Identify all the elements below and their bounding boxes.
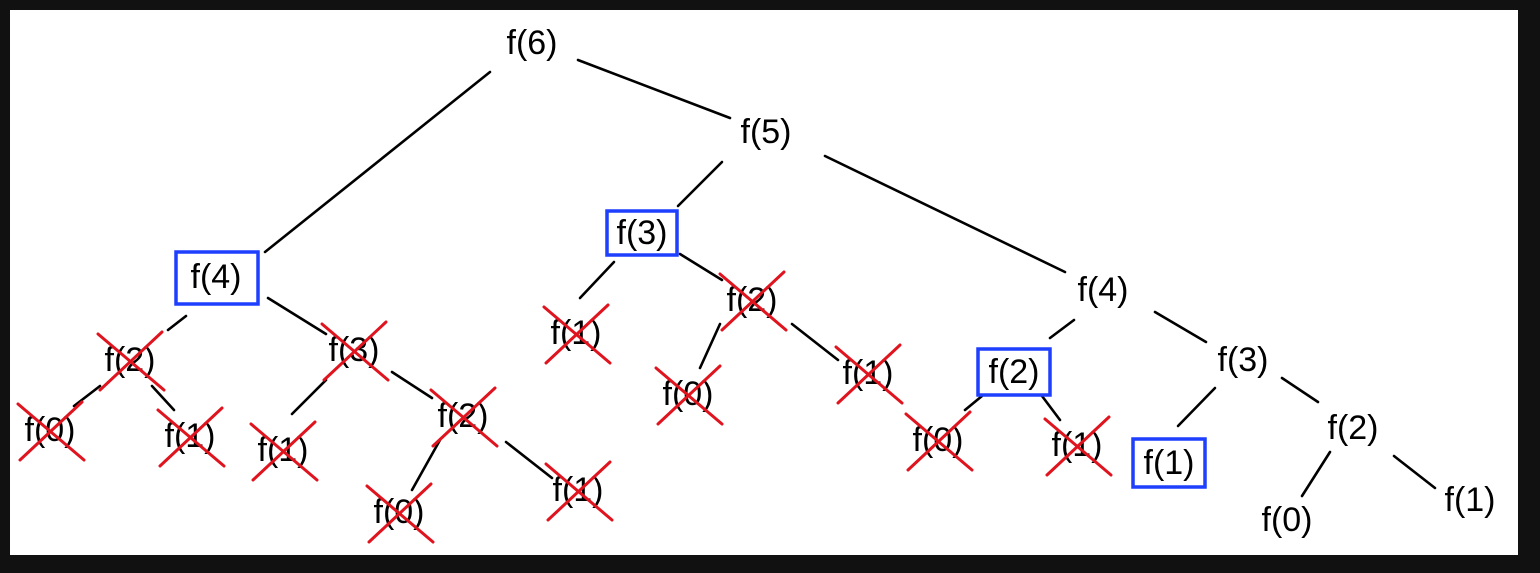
cross-stroke — [98, 330, 164, 392]
edge-n_f4_r-n_f2_d — [1048, 318, 1076, 340]
cross-stroke — [251, 420, 317, 482]
cross-stroke — [546, 460, 612, 522]
edge-n_f6-n_f5 — [576, 58, 732, 120]
node-n_f6: f(6) — [507, 24, 558, 62]
node-label: f(2) — [1328, 409, 1379, 447]
node-n_f1_r: f(1) — [1445, 481, 1496, 519]
cross-out-mark — [320, 320, 390, 382]
edge-n_f2_b-n_f1_c — [504, 440, 554, 480]
node-n_f0_d: f(0) — [904, 410, 974, 472]
edge-n_f3_r-n_f2_r — [1280, 376, 1320, 404]
cross-out-mark — [718, 270, 788, 332]
cross-stroke — [720, 270, 786, 332]
cross-stroke — [158, 406, 224, 468]
cross-stroke — [1045, 415, 1111, 477]
node-label: f(0) — [1262, 501, 1313, 539]
node-n_f4_r: f(4) — [1078, 271, 1129, 309]
node-n_f5: f(5) — [741, 113, 792, 151]
node-n_f1_d: f(1) — [542, 303, 612, 365]
memo-highlight-box — [605, 209, 679, 257]
cross-out-mark — [249, 420, 319, 482]
node-n_f2_r: f(2) — [1328, 409, 1379, 447]
node-n_f1_c: f(1) — [544, 460, 614, 522]
node-n_f1_f: f(1) — [1043, 415, 1113, 477]
node-label: f(1) — [1144, 444, 1195, 482]
cross-stroke — [18, 400, 84, 462]
node-n_f0_r: f(0) — [1262, 501, 1313, 539]
node-n_f2_c: f(2) — [718, 270, 788, 332]
node-n_f1_a: f(1) — [156, 406, 226, 468]
cross-out-mark — [96, 330, 166, 392]
edge-n_f2_a-n_f0_a — [72, 384, 102, 408]
edge-n_f2_a-n_f1_a — [150, 384, 176, 412]
cross-out-mark — [654, 364, 724, 426]
node-label: f(1) — [1445, 481, 1496, 519]
edge-n_f2_r-n_f0_r — [1300, 450, 1332, 498]
memo-highlight-box — [1131, 437, 1207, 489]
node-n_f1_b: f(1) — [249, 420, 319, 482]
tree-edges — [72, 58, 1437, 498]
edge-n_f4_l-n_f2_a — [166, 314, 188, 332]
cross-stroke — [906, 410, 972, 472]
edge-n_f2_c-n_f1_e — [790, 322, 840, 362]
cross-stroke — [431, 386, 497, 448]
edge-n_f2_b-n_f0_b — [410, 438, 442, 492]
edge-n_f3_m-n_f2_c — [678, 252, 724, 282]
memo-highlight-box — [976, 347, 1052, 397]
node-n_f0_b: f(0) — [365, 482, 435, 544]
canvas-background — [10, 10, 1518, 555]
node-n_f3_b: f(3) — [320, 320, 390, 382]
node-n_f2_b: f(2) — [429, 386, 499, 448]
edge-n_f5-n_f4_r — [823, 154, 1067, 274]
node-n_f3_r: f(3) — [1218, 341, 1269, 379]
cross-out-mark — [365, 482, 435, 544]
cross-stroke — [656, 364, 722, 426]
edge-n_f3_b-n_f1_b — [290, 378, 328, 416]
node-label: f(3) — [617, 214, 668, 252]
edge-n_f2_c-n_f0_c — [698, 322, 722, 370]
cross-out-mark — [544, 460, 614, 522]
node-label: f(6) — [507, 24, 558, 62]
cross-out-mark — [834, 343, 904, 405]
cross-out-mark — [156, 406, 226, 468]
tree-nodes: f(6)f(5)f(4)f(3)f(4)f(2)f(3)f(0)f(1)f(1)… — [16, 24, 1496, 544]
node-label: f(5) — [741, 113, 792, 151]
node-n_f0_c: f(0) — [654, 364, 724, 426]
node-label: f(4) — [1078, 271, 1129, 309]
cross-stroke — [544, 303, 610, 365]
edge-n_f3_b-n_f2_b — [390, 370, 434, 400]
cross-out-mark — [542, 303, 612, 365]
node-n_f1_e: f(1) — [834, 343, 904, 405]
edge-n_f4_r-n_f3_r — [1153, 310, 1208, 344]
node-label: f(2) — [989, 353, 1040, 391]
edge-n_f2_d-n_f0_d — [963, 394, 984, 412]
edge-n_f6-n_f4_l — [263, 70, 492, 254]
edge-n_f5-n_f3_m — [676, 160, 724, 208]
cross-out-mark — [429, 386, 499, 448]
node-label: f(4) — [191, 258, 242, 296]
cross-stroke — [322, 320, 388, 382]
edge-n_f2_r-n_f1_r — [1392, 454, 1437, 490]
cross-stroke — [836, 343, 902, 405]
node-n_f4_l: f(4) — [174, 250, 260, 306]
edge-n_f3_r-n_f1_g — [1176, 386, 1217, 428]
cross-out-mark — [904, 410, 974, 472]
node-n_f3_m: f(3) — [605, 209, 679, 257]
cross-out-mark — [1043, 415, 1113, 477]
node-n_f2_d: f(2) — [976, 347, 1052, 397]
node-n_f2_a: f(2) — [96, 330, 166, 392]
edge-n_f2_d-n_f1_f — [1040, 394, 1062, 422]
node-n_f1_g: f(1) — [1131, 437, 1207, 489]
edge-n_f4_l-n_f3_b — [266, 296, 328, 336]
cross-out-mark — [16, 400, 86, 462]
node-n_f0_a: f(0) — [16, 400, 86, 462]
node-label: f(3) — [1218, 341, 1269, 379]
cross-stroke — [367, 482, 433, 544]
memo-highlight-box — [174, 250, 260, 306]
edge-n_f3_m-n_f1_d — [578, 260, 616, 300]
